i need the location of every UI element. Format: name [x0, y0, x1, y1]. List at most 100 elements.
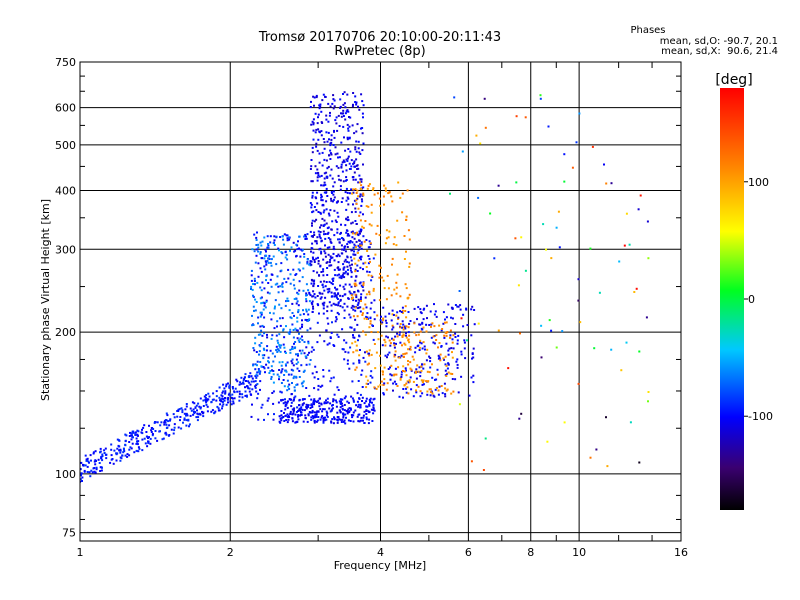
data-point: [284, 256, 287, 259]
data-point: [352, 414, 355, 417]
data-point: [515, 115, 518, 118]
data-point: [296, 329, 299, 332]
data-point: [338, 418, 341, 421]
data-point: [362, 213, 364, 216]
data-point: [298, 370, 301, 372]
data-point: [347, 297, 350, 300]
data-point: [288, 236, 291, 239]
data-point: [276, 275, 279, 278]
data-point: [539, 97, 542, 100]
data-point: [444, 395, 447, 398]
data-point: [310, 100, 312, 103]
data-point: [355, 130, 358, 133]
data-point: [354, 165, 356, 168]
data-point: [313, 416, 316, 419]
data-point: [352, 103, 354, 106]
data-point: [254, 363, 257, 366]
data-point: [349, 116, 352, 119]
data-point: [316, 171, 319, 174]
data-point: [450, 392, 453, 395]
data-point: [331, 200, 334, 203]
data-point: [297, 415, 299, 418]
data-point: [355, 223, 358, 225]
data-point: [372, 187, 375, 190]
data-point: [337, 304, 340, 307]
data-point: [482, 469, 485, 471]
data-point: [325, 414, 328, 417]
data-point: [394, 335, 397, 338]
data-point: [84, 464, 87, 467]
data-point: [99, 451, 101, 454]
data-point: [123, 448, 125, 451]
data-point: [296, 383, 299, 386]
data-point: [320, 271, 323, 273]
data-point: [558, 246, 561, 249]
data-point: [432, 341, 435, 344]
data-point: [285, 253, 288, 256]
data-point: [483, 97, 486, 100]
data-point: [348, 168, 351, 170]
data-point: [317, 378, 320, 380]
data-point: [358, 151, 361, 154]
data-point: [255, 248, 258, 251]
data-point: [348, 125, 351, 128]
data-point: [335, 165, 338, 168]
data-point: [297, 311, 300, 314]
data-point: [254, 386, 257, 389]
data-point: [319, 297, 322, 300]
data-point: [378, 276, 381, 279]
data-point: [365, 382, 368, 385]
data-point: [387, 368, 390, 370]
data-point: [403, 258, 406, 260]
data-point: [259, 286, 262, 289]
data-point: [316, 295, 319, 297]
data-point: [217, 407, 220, 410]
data-point: [254, 368, 257, 371]
data-point: [305, 406, 308, 409]
data-point: [358, 108, 361, 111]
data-point: [163, 423, 166, 426]
data-point: [357, 405, 360, 408]
data-point: [185, 405, 188, 408]
data-point: [219, 398, 222, 401]
phase-info-title: Phases: [630, 25, 665, 36]
data-point: [272, 370, 275, 372]
data-point: [286, 413, 289, 416]
data-point: [136, 443, 139, 446]
data-point: [382, 317, 385, 320]
data-point: [89, 475, 92, 478]
data-point: [337, 215, 340, 218]
data-point: [372, 409, 375, 411]
data-point: [456, 305, 459, 308]
data-point: [336, 298, 339, 300]
data-point: [351, 342, 354, 345]
data-point: [165, 433, 168, 436]
data-point: [228, 392, 231, 395]
data-point: [384, 354, 387, 357]
data-point: [125, 434, 128, 437]
data-point: [262, 308, 265, 311]
data-point: [341, 328, 344, 331]
data-point: [420, 379, 423, 382]
data-point: [387, 236, 390, 239]
data-point: [395, 342, 397, 345]
data-point: [345, 179, 348, 181]
data-point: [261, 324, 264, 327]
data-point: [305, 363, 308, 366]
data-point: [420, 342, 423, 345]
data-point: [419, 371, 422, 374]
data-point: [412, 358, 415, 361]
data-point: [279, 285, 282, 288]
data-point: [365, 416, 368, 419]
data-point: [455, 360, 458, 363]
data-point: [360, 244, 363, 247]
data-point: [373, 318, 376, 321]
data-point: [392, 338, 395, 341]
data-point: [347, 268, 349, 271]
data-point: [362, 142, 365, 145]
data-point: [399, 341, 402, 344]
data-point: [391, 309, 394, 312]
data-point: [275, 235, 278, 238]
data-point: [399, 196, 402, 199]
data-point: [347, 155, 350, 158]
